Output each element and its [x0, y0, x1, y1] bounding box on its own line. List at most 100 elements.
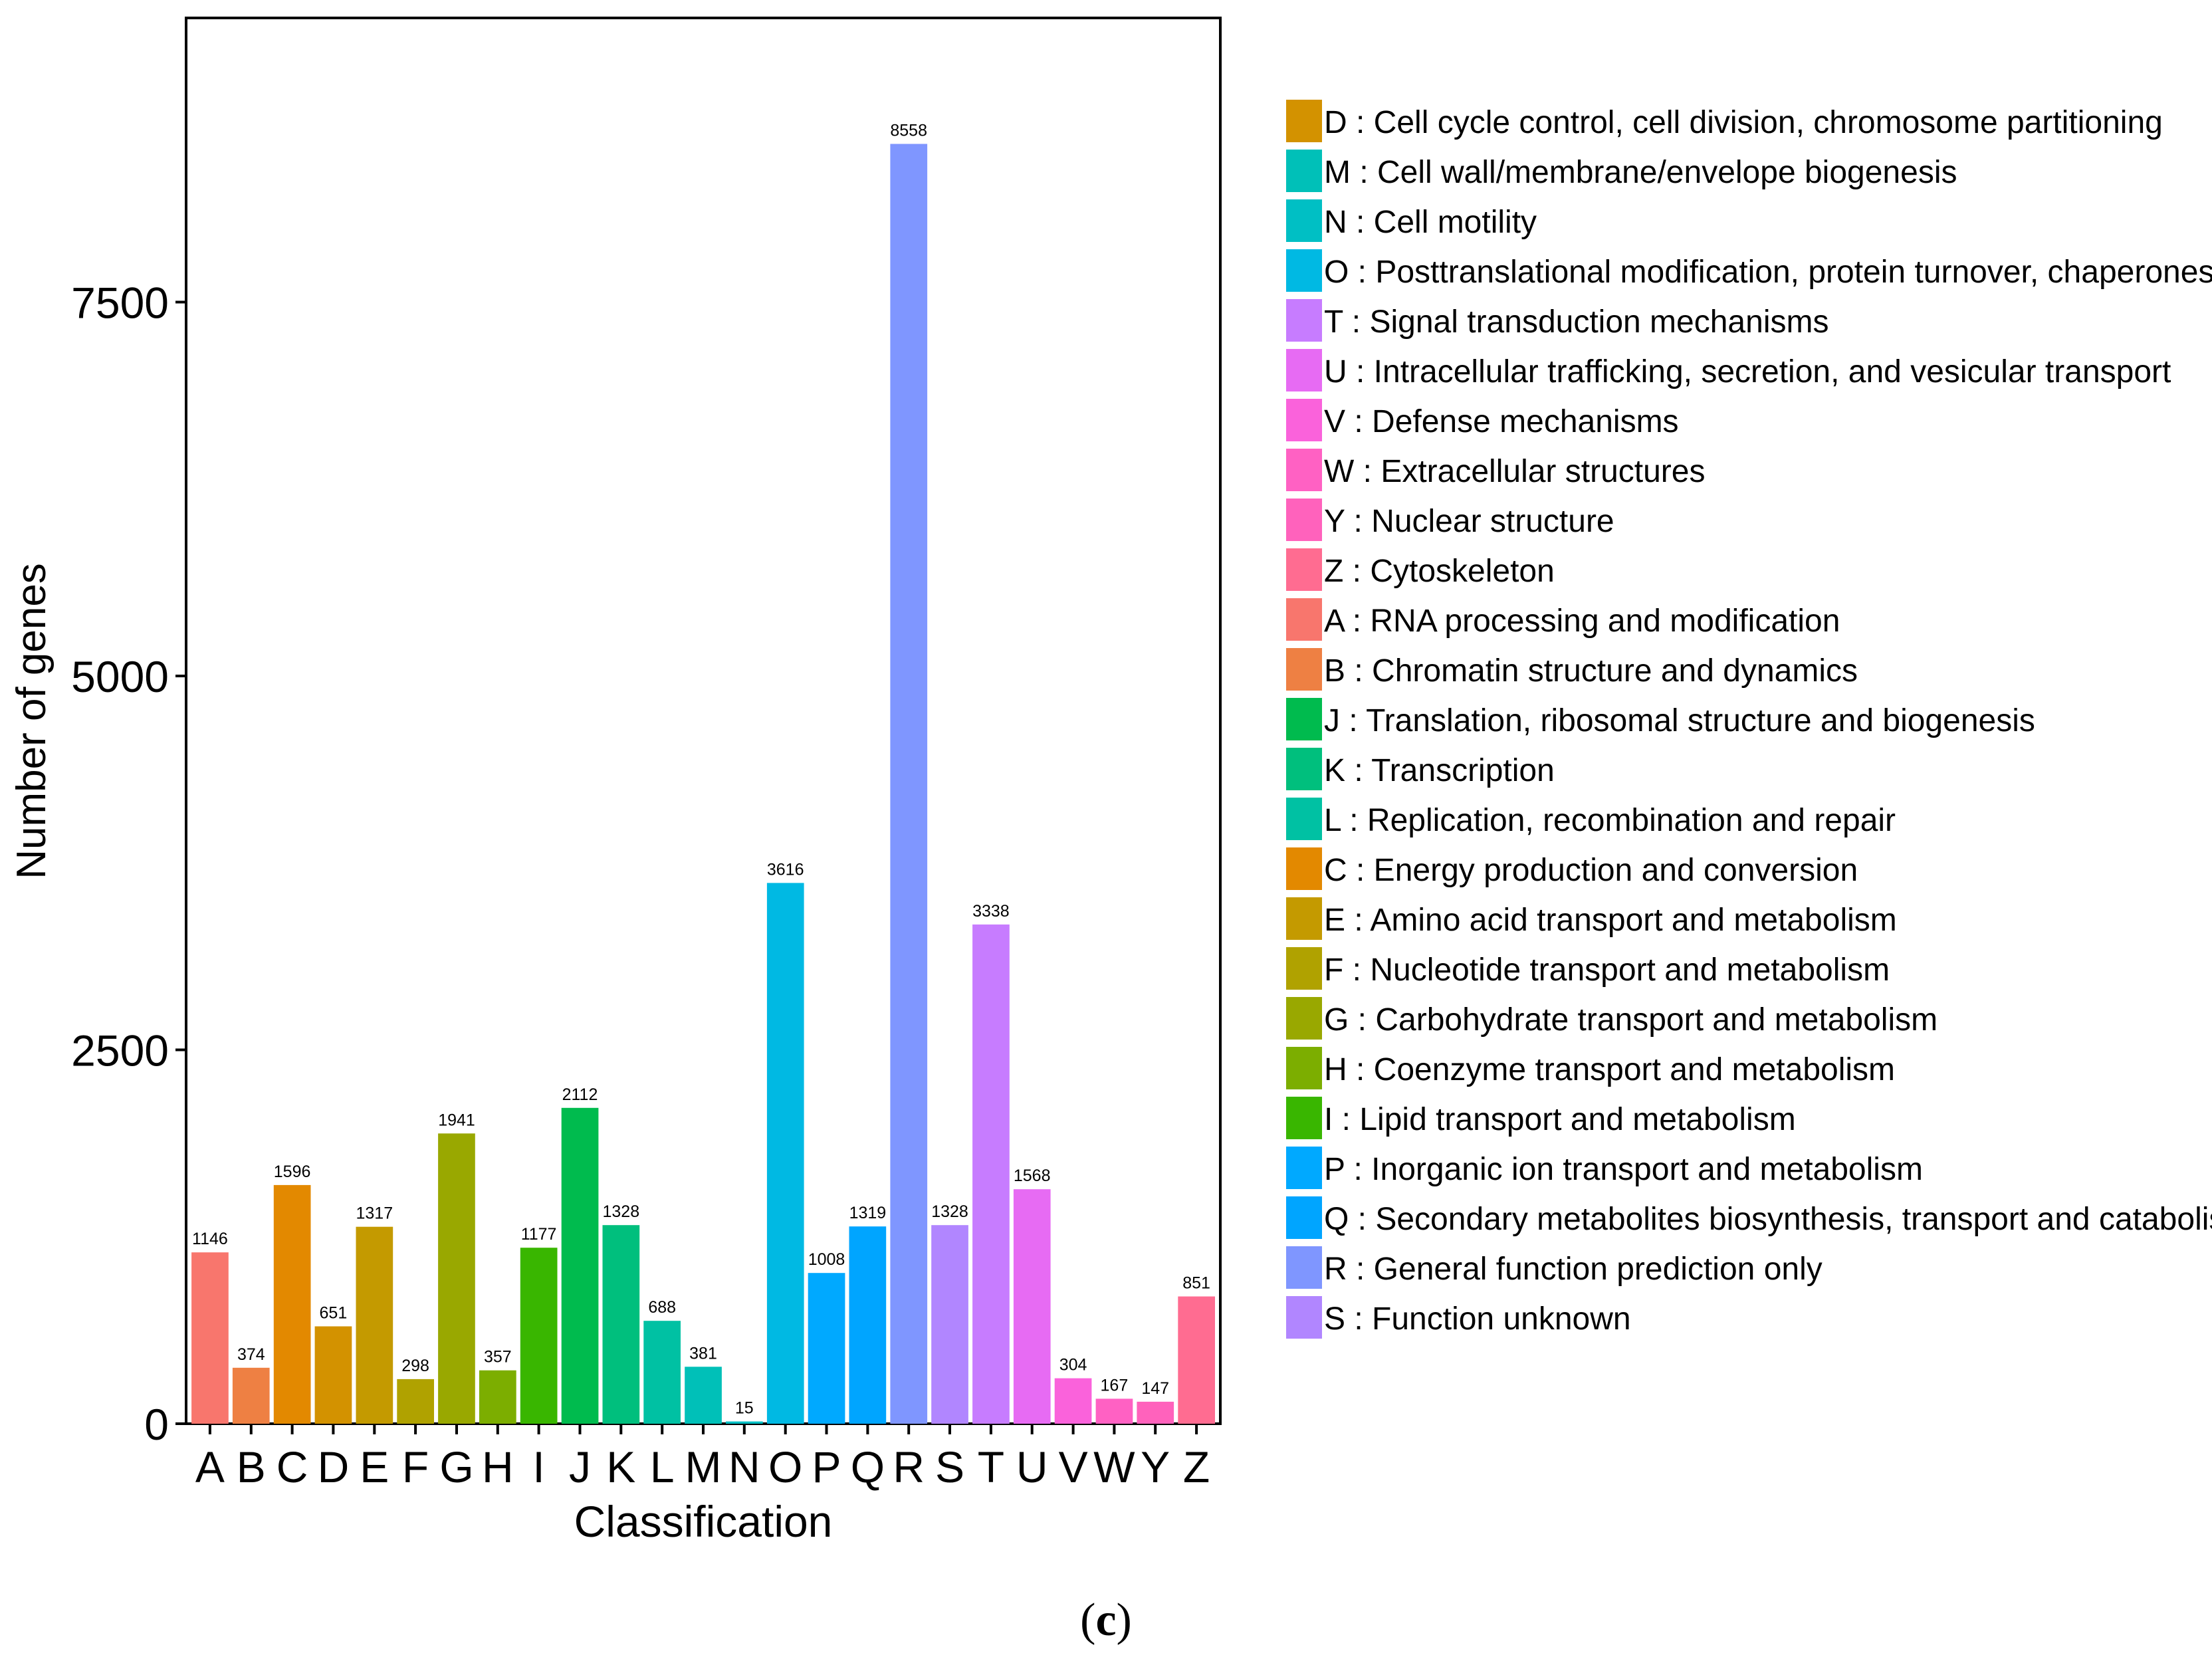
y-tick-label-0: 0 — [144, 1400, 169, 1449]
bar-value-label-Q: 1319 — [849, 1204, 887, 1222]
legend-label-L: L : Replication, recombination and repai… — [1324, 803, 1896, 838]
legend-label-Y: Y : Nuclear structure — [1324, 504, 1614, 539]
legend-label-H: H : Coenzyme transport and metabolism — [1324, 1052, 1895, 1087]
bar-value-label-J: 2112 — [562, 1085, 598, 1104]
x-tick-label-Q: Q — [851, 1442, 885, 1492]
bar-Q — [849, 1226, 887, 1424]
y-axis: 0 2500 5000 7500 — [71, 278, 185, 1449]
legend-label-G: G : Carbohydrate transport and metabolis… — [1324, 1002, 1937, 1038]
bar-I — [520, 1248, 558, 1424]
legend-label-O: O : Posttranslational modification, prot… — [1324, 255, 2212, 290]
bar-value-label-K: 1328 — [602, 1202, 639, 1221]
bar-value-label-R: 8558 — [890, 122, 927, 140]
legend-key-V — [1286, 399, 1322, 441]
legend-key-A — [1286, 598, 1322, 641]
legend-label-I: I : Lipid transport and metabolism — [1324, 1102, 1796, 1137]
legend-label-M: M : Cell wall/membrane/envelope biogenes… — [1324, 155, 1957, 190]
legend-key-N — [1286, 199, 1322, 242]
legend-key-S — [1286, 1296, 1322, 1339]
legend-label-S: S : Function unknown — [1324, 1301, 1631, 1337]
legend-key-Q — [1286, 1196, 1322, 1239]
bar-value-label-H: 357 — [484, 1348, 512, 1367]
x-tick-label-Z: Z — [1183, 1442, 1210, 1492]
legend-label-F: F : Nucleotide transport and metabolism — [1324, 952, 1890, 988]
bar-V — [1054, 1378, 1092, 1424]
x-tick-label-K: K — [606, 1442, 635, 1492]
legend-label-C: C : Energy production and conversion — [1324, 853, 1858, 888]
y-axis-title: Number of genes — [9, 563, 55, 879]
legend-label-J: J : Translation, ribosomal structure and… — [1324, 703, 2035, 738]
bar-value-label-Z: 851 — [1182, 1274, 1210, 1293]
legend-key-M — [1286, 150, 1322, 192]
legend-label-V: V : Defense mechanisms — [1324, 404, 1679, 439]
bar-B — [232, 1367, 270, 1424]
legend-label-A: A : RNA processing and modification — [1324, 604, 1840, 639]
x-tick-label-V: V — [1059, 1442, 1088, 1492]
bar-value-label-O: 3616 — [767, 860, 804, 879]
legend-key-E — [1286, 897, 1322, 940]
bars-group — [191, 144, 1215, 1424]
legend-key-W — [1286, 449, 1322, 491]
bar-G — [438, 1133, 475, 1424]
bar-value-label-E: 1317 — [356, 1204, 393, 1223]
legend-label-R: R : General function prediction only — [1324, 1252, 1823, 1287]
bar-value-labels: 1146 374 1596 651 1317 298 1941 357 1177 2112 1328… — [192, 122, 1210, 1418]
bar-E — [356, 1226, 393, 1424]
x-axis-title: Classification — [574, 1497, 833, 1546]
x-tick-label-R: R — [893, 1442, 925, 1492]
legend-label-K: K : Transcription — [1324, 753, 1555, 788]
y-tick-label-2500: 2500 — [71, 1026, 169, 1075]
legend-key-H — [1286, 1047, 1322, 1089]
bar-C — [273, 1184, 311, 1424]
legend-key-I — [1286, 1097, 1322, 1139]
legend: D : Cell cycle control, cell division, c… — [1286, 100, 2212, 1339]
bar-value-label-D: 651 — [320, 1304, 348, 1323]
bar-H — [479, 1370, 516, 1424]
legend-key-B — [1286, 648, 1322, 691]
x-tick-label-F: F — [402, 1442, 429, 1492]
bar-value-label-Y: 147 — [1141, 1379, 1169, 1398]
x-tick-label-M: M — [685, 1442, 722, 1492]
x-tick-label-D: D — [318, 1442, 350, 1492]
bar-N — [726, 1421, 763, 1424]
x-tick-label-N: N — [728, 1442, 760, 1492]
legend-key-T — [1286, 299, 1322, 342]
panel-label-close: ) — [1116, 1595, 1132, 1646]
legend-label-B: B : Chromatin structure and dynamics — [1324, 653, 1858, 689]
x-tick-label-E: E — [360, 1442, 389, 1492]
legend-key-L — [1286, 798, 1322, 840]
bar-value-label-C: 1596 — [274, 1163, 311, 1181]
x-tick-label-I: I — [532, 1442, 544, 1492]
plot-panel — [185, 17, 1222, 1425]
bar-value-label-V: 304 — [1059, 1356, 1087, 1375]
y-tick-label-5000: 5000 — [71, 652, 169, 701]
bar-T — [972, 924, 1010, 1424]
legend-key-K — [1286, 748, 1322, 790]
x-tick-label-W: W — [1093, 1442, 1135, 1492]
legend-key-R — [1286, 1246, 1322, 1289]
legend-key-F — [1286, 947, 1322, 990]
bar-K — [602, 1225, 640, 1424]
legend-label-U: U : Intracellular trafficking, secretion… — [1324, 354, 2171, 389]
bar-Z — [1178, 1296, 1215, 1424]
x-tick-label-S: S — [935, 1442, 964, 1492]
legend-label-T: T : Signal transduction mechanisms — [1324, 304, 1828, 340]
bar-P — [808, 1273, 845, 1424]
legend-key-Z — [1286, 548, 1322, 591]
x-tick-label-T: T — [978, 1442, 1004, 1492]
x-tick-label-J: J — [569, 1442, 591, 1492]
bar-value-label-P: 1008 — [808, 1250, 845, 1269]
x-tick-label-G: G — [439, 1442, 473, 1492]
x-tick-label-O: O — [768, 1442, 802, 1492]
panel-label: (c) — [0, 1594, 2212, 1647]
legend-label-P: P : Inorganic ion transport and metaboli… — [1324, 1152, 1923, 1187]
bar-M — [685, 1367, 722, 1424]
bar-D — [314, 1326, 352, 1424]
bar-value-label-S: 1328 — [931, 1202, 968, 1221]
legend-key-Y — [1286, 499, 1322, 541]
bar-J — [561, 1107, 599, 1424]
panel-label-open: ( — [1080, 1595, 1096, 1646]
bar-value-label-U: 1568 — [1014, 1166, 1051, 1185]
bar-value-label-F: 298 — [401, 1357, 429, 1375]
